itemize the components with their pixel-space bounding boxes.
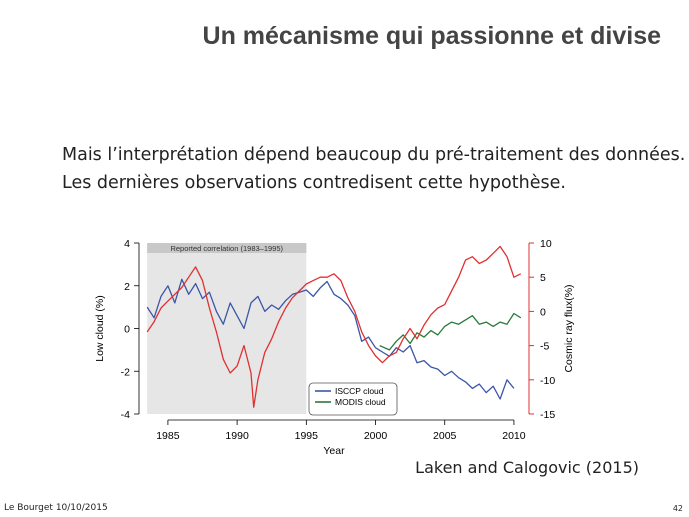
y-tick-label: 0 — [124, 324, 130, 336]
y-tick-label: -4 — [121, 409, 130, 421]
legend-entry: MODIS cloud — [335, 397, 386, 407]
footer-date: Le Bourget 10/10/2015 — [4, 503, 108, 513]
body-line-1: Mais l’interprétation dépend beaucoup du… — [62, 145, 686, 165]
y2-axis-label: Cosmic ray flux(%) — [563, 284, 575, 372]
citation: Laken and Calogovic (2015) — [415, 458, 639, 477]
shaded-region-label-bg — [147, 243, 307, 253]
y2-tick-label: -10 — [540, 375, 555, 387]
y-tick-label: 4 — [124, 238, 130, 250]
shaded-region-label: Reported correlation (1983–1995) — [170, 244, 283, 253]
y2-tick-label: 0 — [540, 306, 546, 318]
y-tick-label: 2 — [124, 281, 130, 293]
y2-tick-label: -15 — [540, 409, 555, 421]
y2-tick-label: -5 — [540, 341, 549, 353]
y-tick-label: -2 — [121, 366, 130, 378]
y2-tick-label: 10 — [540, 238, 552, 250]
cosmic-ray-line — [146, 245, 522, 408]
slide-title: Un mécanisme qui passionne et divise — [202, 22, 661, 50]
modis-cloud-line — [379, 312, 522, 351]
slide-body: Mais l’interprétation dépend beaucoup du… — [62, 141, 685, 197]
x-tick-label: 2005 — [433, 430, 457, 442]
body-line-2: Les dernières observations contredisent … — [62, 173, 566, 193]
x-tick-label: 2000 — [364, 430, 388, 442]
y-axis-label: Low cloud (%) — [94, 295, 106, 362]
y2-tick-label: 5 — [540, 272, 546, 284]
x-tick-label: 1990 — [225, 430, 249, 442]
isccp-cloud-line — [146, 278, 515, 400]
shaded-region — [147, 243, 307, 414]
x-tick-label: 1995 — [295, 430, 319, 442]
page-number: 42 — [672, 504, 683, 513]
x-axis-label: Year — [323, 445, 345, 457]
x-tick-label: 1985 — [156, 430, 180, 442]
legend-entry: ISCCP cloud — [335, 386, 384, 396]
x-tick-label: 2010 — [502, 430, 526, 442]
